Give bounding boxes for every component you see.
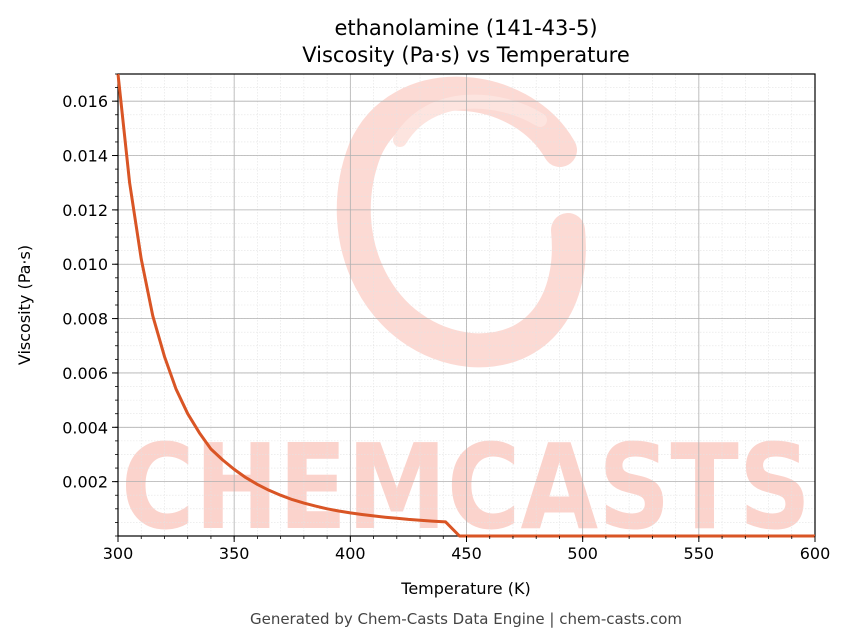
y-tick-label: 0.014 (62, 147, 108, 166)
x-tick-label: 500 (567, 544, 598, 563)
watermark-swirl-logo (336, 76, 586, 368)
y-tick-label: 0.010 (62, 255, 108, 274)
footer-credit: Generated by Chem-Casts Data Engine | ch… (250, 610, 682, 628)
x-axis-label: Temperature (K) (400, 579, 530, 598)
chart-subtitle: Viscosity (Pa·s) vs Temperature (302, 43, 630, 67)
y-tick-label: 0.008 (62, 310, 108, 329)
y-tick-label: 0.002 (62, 473, 108, 492)
x-tick-label: 350 (219, 544, 250, 563)
x-tick-label: 450 (451, 544, 482, 563)
y-tick-label: 0.006 (62, 364, 108, 383)
x-tick-labels: 300 350 400 450 500 550 600 (103, 544, 831, 563)
y-tick-label: 0.012 (62, 201, 108, 220)
y-tick-label: 0.016 (62, 92, 108, 111)
axis-ticks (112, 73, 816, 542)
y-axis-label: Viscosity (Pa·s) (15, 245, 34, 365)
x-tick-label: 550 (684, 544, 715, 563)
y-tick-labels: 0.002 0.004 0.006 0.008 0.010 0.012 0.014 0.016 (62, 92, 108, 491)
x-tick-label: 300 (103, 544, 134, 563)
x-tick-label: 400 (335, 544, 366, 563)
x-tick-label: 600 (800, 544, 831, 563)
chart-title: ethanolamine (141-43-5) (334, 16, 597, 40)
series-line-viscosity (116, 73, 815, 538)
y-tick-label: 0.004 (62, 418, 108, 437)
major-gridlines (117, 74, 816, 536)
chemcasts-watermark: CHEMCASTS (121, 76, 811, 556)
